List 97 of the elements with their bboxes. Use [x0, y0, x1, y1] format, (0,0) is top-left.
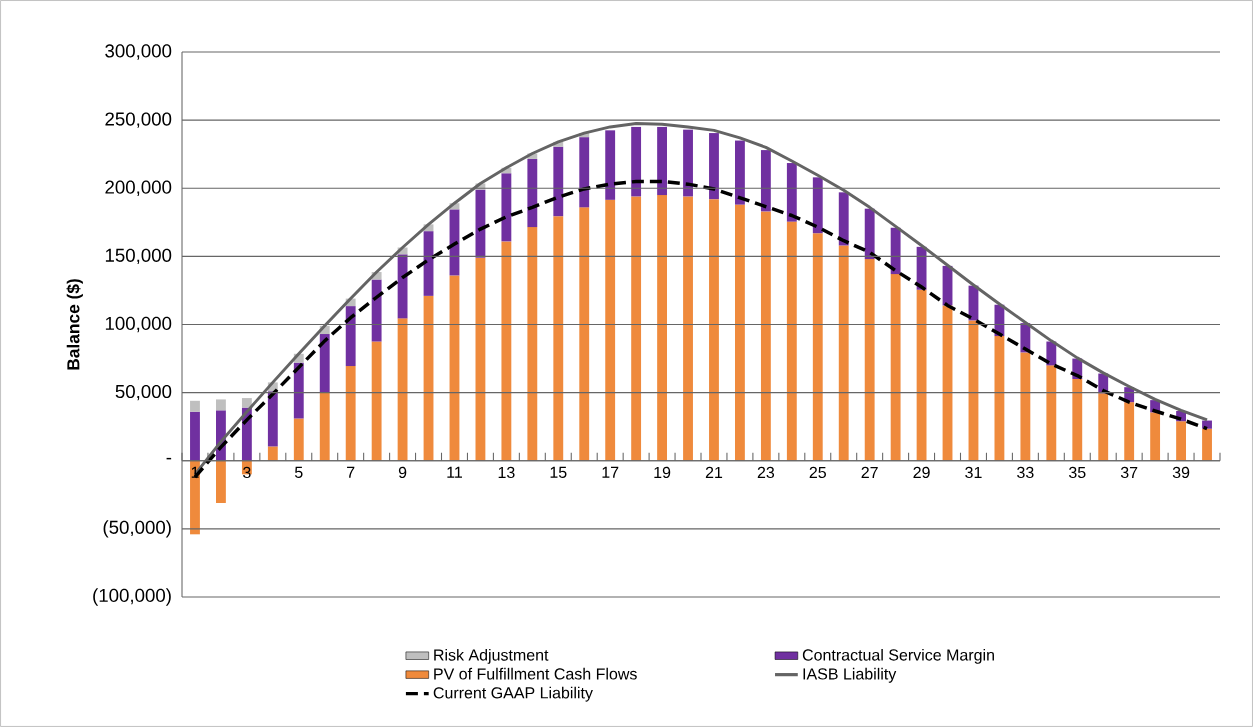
bar: [190, 400, 200, 412]
bar: [553, 146, 564, 217]
bar: [579, 137, 590, 208]
x-tick-label: 39: [1172, 466, 1190, 479]
legend-label: Current GAAP Liability: [433, 686, 593, 702]
bar: [709, 133, 719, 200]
bar: [190, 411, 200, 461]
x-tick-label: 35: [1068, 466, 1086, 479]
bar: [760, 150, 771, 212]
y-tick-label: (50,000): [103, 520, 171, 538]
bar: [553, 216, 564, 461]
bar: [1124, 402, 1135, 461]
bar: [371, 341, 382, 461]
bar: [786, 163, 797, 222]
bar: [657, 126, 668, 196]
x-tick-label: 11: [447, 466, 462, 478]
legend-label: IASB Liability: [803, 667, 897, 683]
x-tick-label: 9: [398, 466, 407, 479]
bar: [864, 208, 875, 260]
bar: [735, 204, 745, 461]
bar: [890, 274, 901, 461]
y-tick-label: 200,000: [105, 180, 172, 196]
y-tick-label: -: [166, 457, 172, 460]
bar: [319, 334, 330, 393]
bar: [216, 460, 226, 503]
bar: [345, 366, 356, 461]
bar: [1020, 352, 1031, 461]
bar: [267, 446, 278, 461]
bar: [1202, 428, 1212, 461]
legend-label: Risk Adjustment: [434, 648, 549, 664]
bar: [293, 418, 304, 461]
bar: [605, 199, 616, 461]
bar: [190, 460, 200, 535]
bar: [1098, 393, 1109, 461]
bar: [501, 241, 512, 461]
bar: [683, 129, 693, 197]
legend-label: PV of Fulfillment Cash Flows: [434, 667, 637, 680]
bar: [449, 275, 460, 461]
bar: [890, 227, 901, 275]
y-tick-label: 150,000: [105, 248, 172, 265]
bar: [838, 192, 849, 246]
y-tick-label: 250,000: [105, 112, 172, 128]
bar: [241, 398, 252, 408]
bar: [760, 211, 771, 461]
bar: [1046, 365, 1057, 461]
y-tick-label: 50,000: [115, 384, 172, 401]
bar: [838, 245, 849, 461]
y-axis-title: Balance ($): [66, 279, 83, 370]
bar: [527, 158, 538, 228]
x-tick-label: 27: [861, 466, 878, 478]
x-tick-label: 7: [347, 466, 355, 478]
bar: [475, 257, 486, 461]
x-tick-label: 31: [965, 466, 982, 479]
bar: [216, 399, 226, 411]
x-tick-label: 21: [705, 466, 723, 478]
bar: [1072, 378, 1083, 461]
x-tick-label: 25: [809, 466, 826, 479]
x-tick-label: 13: [498, 466, 515, 479]
x-tick-label: 29: [913, 466, 930, 479]
bar: [683, 196, 693, 461]
bar: [864, 259, 875, 461]
bar: [579, 207, 590, 461]
bar: [631, 196, 642, 461]
bar: [812, 233, 823, 461]
bar: [345, 306, 356, 367]
x-tick-label: 23: [757, 466, 775, 479]
bar: [1176, 421, 1186, 461]
bar: [1150, 412, 1161, 461]
x-tick-label: 5: [294, 466, 303, 478]
bar: [631, 126, 642, 197]
bar: [994, 336, 1005, 461]
bar: [605, 130, 616, 200]
bar: [501, 173, 512, 242]
bar: [786, 221, 797, 461]
bar: [657, 195, 668, 461]
x-tick-label: 37: [1120, 466, 1138, 479]
bar: [267, 391, 278, 447]
bar: [735, 140, 745, 205]
bar: [319, 392, 330, 461]
legend-label: Contractual Service Margin: [802, 648, 994, 664]
y-tick-label: 100,000: [105, 316, 172, 333]
bar: [397, 318, 408, 461]
bar: [371, 279, 382, 342]
x-tick-label: 17: [602, 466, 619, 478]
x-tick-label: 15: [550, 466, 567, 478]
bar: [527, 227, 538, 461]
x-tick-label: 19: [654, 466, 671, 479]
bar: [916, 289, 927, 461]
y-tick-label: (100,000): [93, 588, 171, 606]
bar: [423, 295, 434, 461]
bar: [709, 199, 719, 461]
bar: [475, 189, 486, 258]
bar: [812, 177, 823, 234]
bar: [397, 254, 408, 319]
bar: [293, 362, 304, 419]
x-tick-label: 33: [1017, 466, 1034, 479]
y-tick-label: 300,000: [105, 44, 172, 60]
